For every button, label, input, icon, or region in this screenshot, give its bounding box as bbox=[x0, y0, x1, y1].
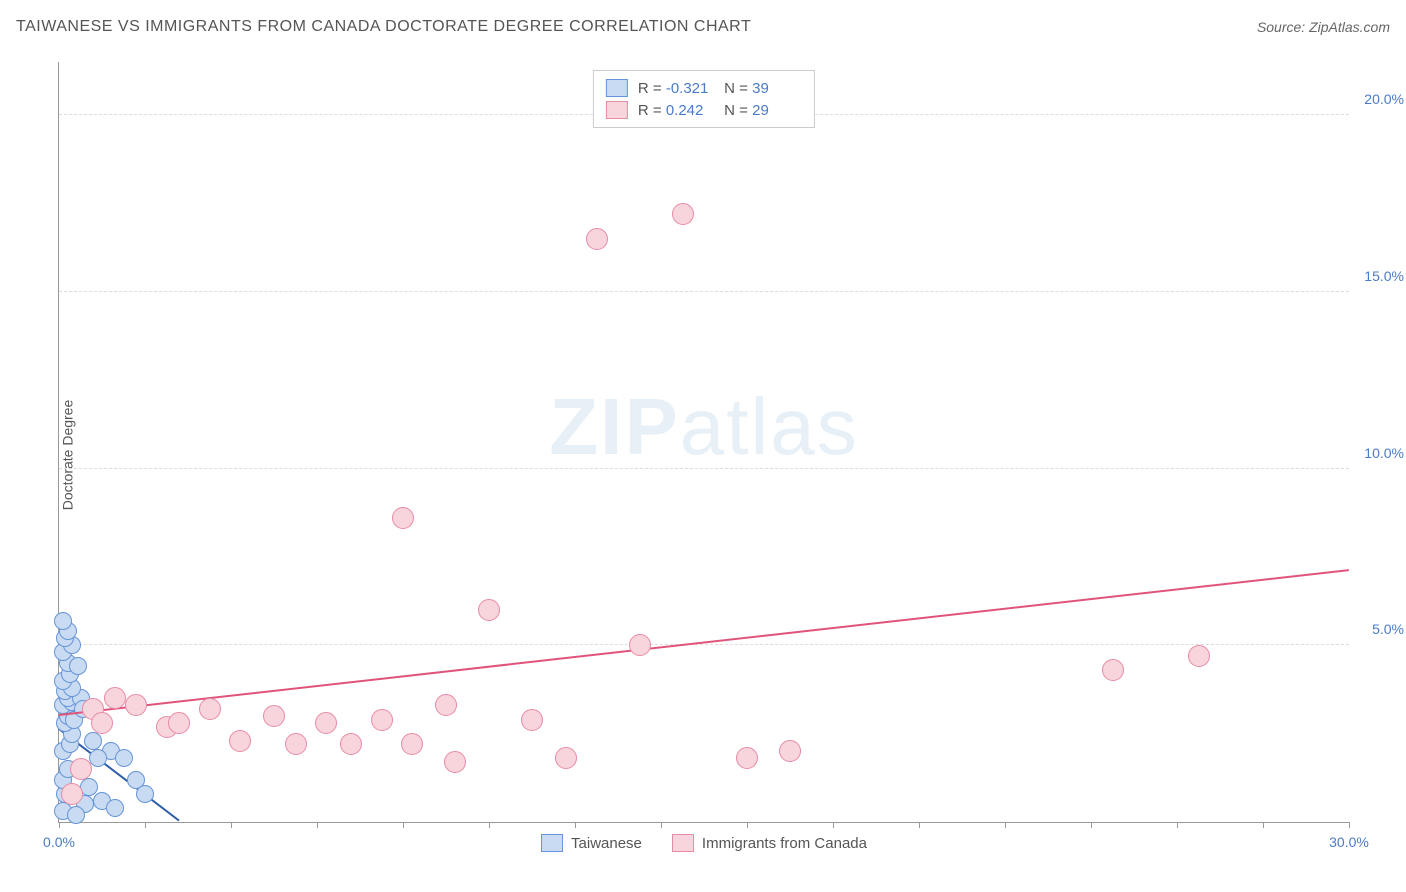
legend-label: Taiwanese bbox=[571, 835, 642, 852]
x-tick bbox=[833, 822, 834, 828]
data-point bbox=[521, 709, 543, 731]
gridline bbox=[59, 468, 1349, 469]
data-point bbox=[315, 712, 337, 734]
data-point bbox=[586, 228, 608, 250]
stats-legend: R = -0.321 N = 39R = 0.242 N = 29 bbox=[593, 70, 815, 128]
data-point bbox=[168, 712, 190, 734]
gridline bbox=[59, 291, 1349, 292]
x-tick bbox=[1005, 822, 1006, 828]
legend-item: Taiwanese bbox=[541, 834, 642, 852]
x-tick bbox=[1349, 822, 1350, 828]
chart-container: Doctorate Degree ZIPatlas 5.0%10.0%15.0%… bbox=[16, 50, 1390, 860]
stats-row: R = 0.242 N = 29 bbox=[606, 99, 802, 121]
data-point bbox=[672, 203, 694, 225]
x-tick bbox=[1177, 822, 1178, 828]
data-point bbox=[555, 747, 577, 769]
x-tick bbox=[59, 822, 60, 828]
data-point bbox=[67, 806, 85, 824]
legend-item: Immigrants from Canada bbox=[672, 834, 867, 852]
y-tick-label: 15.0% bbox=[1364, 268, 1404, 284]
data-point bbox=[401, 733, 423, 755]
data-point bbox=[104, 687, 126, 709]
source-label: Source: ZipAtlas.com bbox=[1257, 19, 1390, 35]
data-point bbox=[69, 657, 87, 675]
chart-title: TAIWANESE VS IMMIGRANTS FROM CANADA DOCT… bbox=[16, 18, 751, 36]
data-point bbox=[285, 733, 307, 755]
watermark: ZIPatlas bbox=[549, 381, 858, 473]
data-point bbox=[115, 749, 133, 767]
data-point bbox=[435, 694, 457, 716]
data-point bbox=[54, 612, 72, 630]
x-tick bbox=[489, 822, 490, 828]
data-point bbox=[340, 733, 362, 755]
data-point bbox=[736, 747, 758, 769]
x-tick bbox=[1091, 822, 1092, 828]
data-point bbox=[371, 709, 393, 731]
legend-label: Immigrants from Canada bbox=[702, 835, 867, 852]
legend-swatch bbox=[541, 834, 563, 852]
y-tick-label: 5.0% bbox=[1372, 621, 1404, 637]
stats-row: R = -0.321 N = 39 bbox=[606, 77, 802, 99]
legend-swatch bbox=[606, 101, 628, 119]
data-point bbox=[70, 758, 92, 780]
bottom-legend: Taiwanese Immigrants from Canada bbox=[541, 834, 867, 852]
data-point bbox=[229, 730, 251, 752]
y-tick-label: 20.0% bbox=[1364, 91, 1404, 107]
x-tick bbox=[231, 822, 232, 828]
x-tick bbox=[661, 822, 662, 828]
x-tick bbox=[747, 822, 748, 828]
data-point bbox=[84, 732, 102, 750]
data-point bbox=[106, 799, 124, 817]
data-point bbox=[1102, 659, 1124, 681]
data-point bbox=[199, 698, 221, 720]
data-point bbox=[629, 634, 651, 656]
data-point bbox=[61, 783, 83, 805]
x-tick-label: 30.0% bbox=[1329, 834, 1369, 850]
data-point bbox=[1188, 645, 1210, 667]
trend-line bbox=[59, 569, 1349, 716]
gridline bbox=[59, 644, 1349, 645]
data-point bbox=[263, 705, 285, 727]
plot-area: ZIPatlas 5.0%10.0%15.0%20.0%0.0%30.0%R =… bbox=[58, 62, 1349, 823]
x-tick bbox=[1263, 822, 1264, 828]
legend-swatch bbox=[672, 834, 694, 852]
x-tick bbox=[575, 822, 576, 828]
data-point bbox=[478, 599, 500, 621]
x-tick-label: 0.0% bbox=[43, 834, 75, 850]
data-point bbox=[444, 751, 466, 773]
legend-swatch bbox=[606, 79, 628, 97]
data-point bbox=[89, 749, 107, 767]
x-tick bbox=[145, 822, 146, 828]
x-tick bbox=[403, 822, 404, 828]
data-point bbox=[779, 740, 801, 762]
y-tick-label: 10.0% bbox=[1364, 445, 1404, 461]
x-tick bbox=[317, 822, 318, 828]
data-point bbox=[125, 694, 147, 716]
data-point bbox=[91, 712, 113, 734]
data-point bbox=[136, 785, 154, 803]
x-tick bbox=[919, 822, 920, 828]
data-point bbox=[392, 507, 414, 529]
